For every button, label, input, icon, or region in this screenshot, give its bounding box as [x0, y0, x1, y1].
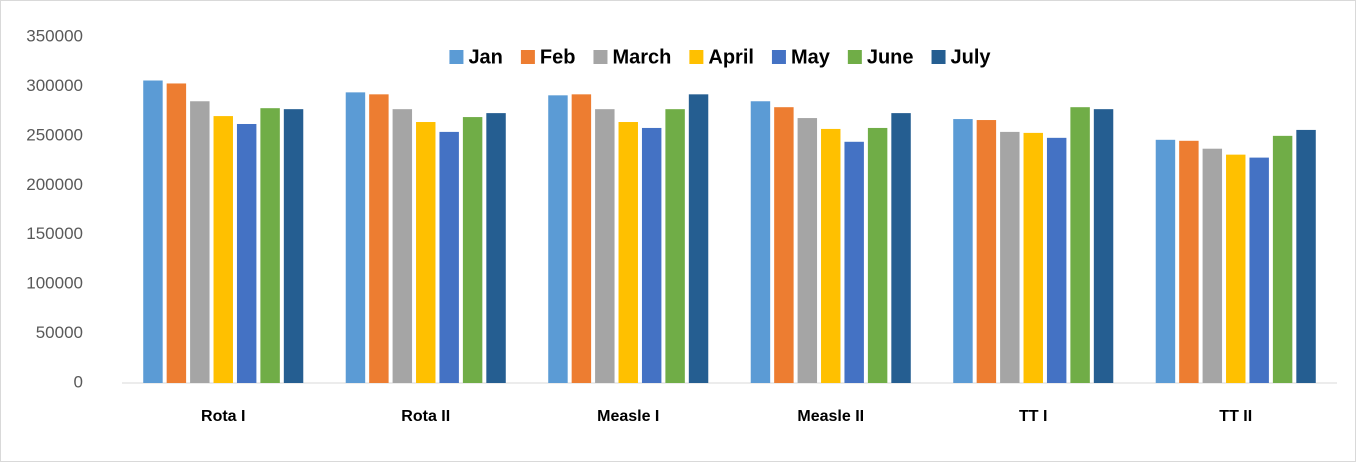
bar: [1226, 154, 1246, 383]
legend-label: July: [951, 46, 992, 68]
y-tick-label: 300000: [26, 76, 83, 95]
bar: [416, 122, 436, 383]
y-tick-label: 150000: [26, 224, 83, 243]
bar: [844, 141, 864, 383]
legend-swatch: [847, 50, 862, 64]
bar: [166, 83, 187, 383]
legend-label: June: [867, 46, 914, 68]
x-tick-label: Measle II: [797, 408, 864, 425]
legend-label: March: [612, 46, 671, 68]
bar: [1000, 131, 1020, 383]
y-tick-label: 250000: [26, 125, 83, 144]
legend-swatch: [520, 50, 535, 64]
bar: [1249, 157, 1269, 383]
bar: [260, 108, 280, 384]
bar: [1179, 140, 1199, 383]
bar: [774, 107, 794, 383]
legend-swatch: [593, 50, 608, 64]
bar: [369, 94, 389, 383]
legend-label: Feb: [540, 46, 576, 68]
bar: [750, 101, 771, 383]
legend-swatch: [689, 50, 704, 64]
legend-swatch: [931, 50, 946, 64]
bar: [1070, 107, 1090, 383]
bar: [665, 109, 685, 383]
bar: [1023, 132, 1043, 383]
bar: [1046, 137, 1067, 383]
bar: [392, 109, 413, 383]
x-tick-label: Rota II: [401, 408, 450, 425]
bar: [571, 94, 592, 383]
bar: [867, 127, 888, 383]
bar: [618, 122, 638, 383]
legend-swatch: [449, 50, 464, 64]
bar: [190, 101, 210, 383]
x-tick-label: Rota I: [201, 408, 245, 425]
bar: [213, 116, 233, 383]
bar: [548, 95, 568, 383]
x-tick-label: Measle I: [597, 408, 659, 425]
bar: [1272, 135, 1293, 383]
legend-label: April: [708, 46, 754, 68]
bar: [1155, 139, 1176, 383]
bar: [1296, 129, 1316, 383]
y-tick-label: 200000: [26, 175, 83, 194]
bar: [821, 128, 841, 383]
bar: [641, 127, 662, 383]
bar: [1093, 109, 1114, 383]
bar: [976, 120, 997, 383]
bar: [486, 113, 506, 384]
y-tick-label: 350000: [26, 26, 83, 45]
y-tick-label: 0: [74, 372, 83, 391]
legend-swatch: [771, 50, 786, 64]
bar: [595, 109, 615, 383]
legend-label: May: [791, 46, 831, 68]
bar: [283, 109, 304, 383]
bar: [345, 92, 366, 384]
bar: [143, 80, 163, 384]
legend-label: Jan: [468, 46, 502, 68]
bar: [1202, 148, 1223, 383]
bar: [953, 119, 973, 384]
x-tick-label: TT I: [1019, 408, 1047, 425]
bar: [797, 118, 818, 383]
x-tick-label: TT II: [1219, 408, 1252, 425]
y-tick-label: 50000: [36, 323, 83, 342]
bar: [462, 117, 483, 384]
y-tick-label: 100000: [26, 274, 83, 293]
bar: [688, 94, 709, 383]
bar: [891, 113, 911, 384]
bar: [439, 131, 459, 383]
bar: [236, 123, 257, 383]
